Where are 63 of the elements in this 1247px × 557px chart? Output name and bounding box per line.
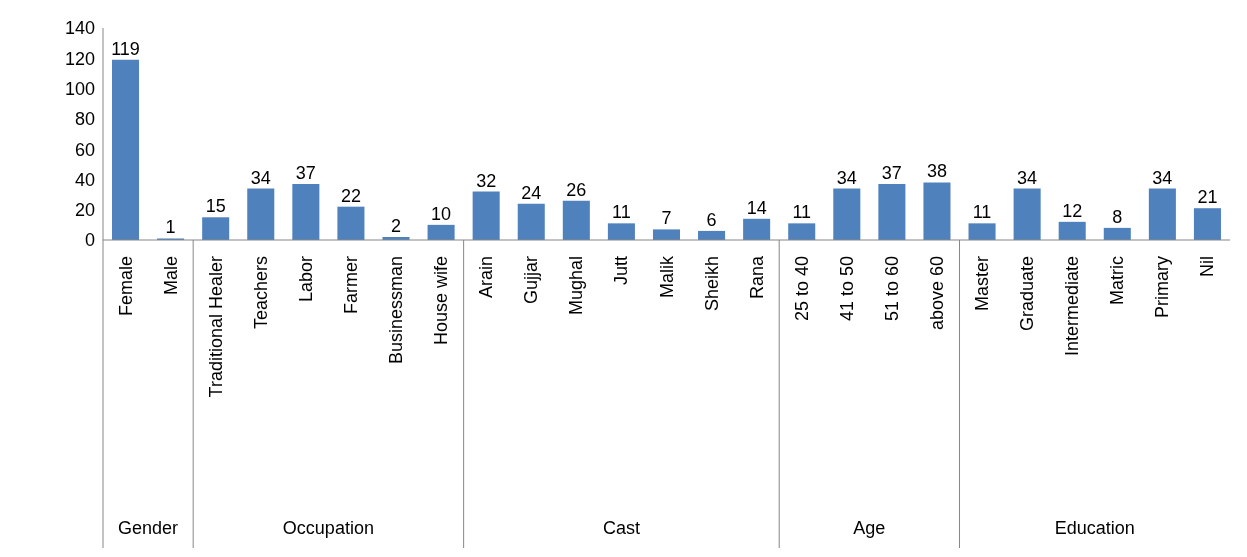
x-tick-label: Farmer bbox=[340, 256, 361, 314]
x-tick-label: Graduate bbox=[1017, 256, 1038, 332]
text: Occupation bbox=[282, 518, 374, 538]
y-tick-label: 140 bbox=[64, 18, 95, 39]
x-tick-label: Primary bbox=[1152, 256, 1173, 318]
data-label: 24 bbox=[521, 182, 542, 203]
data-label: 10 bbox=[431, 203, 452, 224]
data-label: 14 bbox=[746, 197, 767, 218]
x-tick-label: Gujjar bbox=[521, 256, 542, 305]
x-tick-label: Rana bbox=[746, 255, 767, 300]
x-tick-label: Mughal bbox=[566, 256, 587, 316]
x-tick-label: Matric bbox=[1107, 256, 1128, 305]
data-label: 34 bbox=[1017, 167, 1038, 188]
data-label: 11 bbox=[612, 202, 631, 223]
x-tick-label: Female bbox=[115, 256, 136, 317]
data-label: 2 bbox=[391, 215, 402, 236]
x-tick-label: above 60 bbox=[926, 256, 947, 331]
y-tick-label: 0 bbox=[84, 230, 95, 251]
x-tick-label: Jutt bbox=[611, 256, 632, 286]
y-tick-label: 100 bbox=[64, 78, 95, 99]
text: Gender bbox=[118, 518, 179, 538]
y-tick-label: 80 bbox=[74, 109, 95, 130]
x-tick-label: Male bbox=[160, 256, 181, 296]
data-label: 11 bbox=[792, 202, 812, 223]
data-label: 34 bbox=[1152, 167, 1173, 188]
data-label: 32 bbox=[476, 170, 497, 191]
data-label: 38 bbox=[926, 161, 947, 182]
text: Education bbox=[1054, 518, 1135, 538]
data-label: 21 bbox=[1197, 187, 1218, 208]
data-label: 1 bbox=[165, 217, 176, 238]
data-label: 7 bbox=[661, 208, 672, 229]
data-label: 8 bbox=[1112, 206, 1123, 227]
x-tick-label: 41 to 50 bbox=[836, 256, 857, 322]
x-tick-label: Arain bbox=[476, 256, 497, 299]
x-tick-label: Teachers bbox=[250, 256, 271, 330]
x-tick-label: Traditional Healer bbox=[205, 256, 226, 398]
data-label: 37 bbox=[295, 162, 316, 183]
data-label: 37 bbox=[881, 162, 902, 183]
x-tick-label: Businessman bbox=[386, 256, 407, 365]
data-label: 6 bbox=[706, 209, 717, 230]
x-tick-label: Intermediate bbox=[1062, 256, 1083, 357]
x-tick-label: Malik bbox=[656, 255, 677, 299]
x-tick-label: Nil bbox=[1197, 256, 1218, 277]
x-tick-label: 25 to 40 bbox=[791, 256, 812, 322]
y-tick-label: 40 bbox=[74, 169, 95, 190]
text: Age bbox=[853, 518, 886, 538]
data-label: 15 bbox=[205, 196, 226, 217]
data-label: 22 bbox=[340, 185, 361, 206]
text: Cast bbox=[602, 518, 640, 538]
x-tick-label: 51 to 60 bbox=[881, 256, 902, 322]
data-label: 26 bbox=[566, 179, 587, 200]
data-label: 12 bbox=[1062, 200, 1083, 221]
x-tick-label: Master bbox=[972, 256, 993, 312]
x-tick-label: House wife bbox=[431, 256, 452, 346]
y-tick-label: 120 bbox=[64, 48, 95, 69]
data-label: 11 bbox=[972, 202, 992, 223]
x-tick-label: Sheikh bbox=[701, 256, 722, 312]
y-tick-label: 20 bbox=[74, 200, 95, 221]
data-label: 119 bbox=[111, 38, 140, 59]
x-tick-label: Labor bbox=[295, 256, 316, 303]
y-tick-label: 60 bbox=[74, 139, 95, 160]
data-label: 34 bbox=[836, 167, 857, 188]
data-label: 34 bbox=[250, 167, 271, 188]
